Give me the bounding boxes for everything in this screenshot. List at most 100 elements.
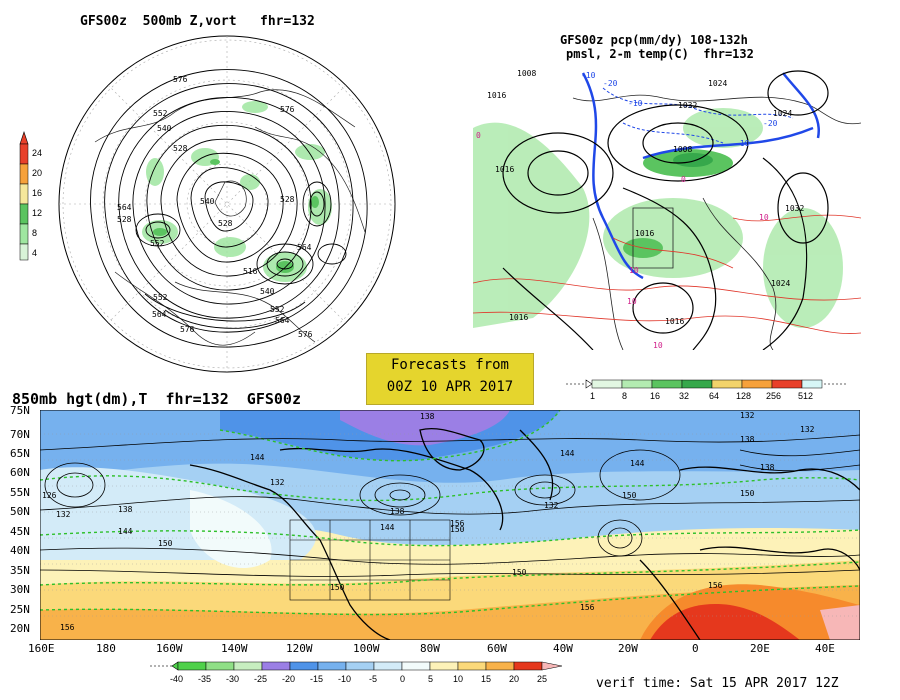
colorbar-tick: 5 <box>428 674 433 684</box>
forecast-init-line1: Forecasts from <box>390 357 509 373</box>
lat-label: 20N <box>10 622 30 635</box>
lon-label: 40W <box>553 642 573 655</box>
lon-label: 0 <box>692 642 699 655</box>
colorbar-tick: -10 <box>338 674 351 684</box>
colorbar-tick: -15 <box>310 674 323 684</box>
svg-text:132: 132 <box>56 510 71 519</box>
colorbar-tick: 16 <box>650 391 660 401</box>
lat-label: 70N <box>10 428 30 441</box>
svg-text:10: 10 <box>759 213 769 222</box>
forecast-init-box: Forecasts from 00Z 10 APR 2017 <box>366 353 534 405</box>
colorbar-tick: -5 <box>369 674 377 684</box>
lat-label: 40N <box>10 544 30 557</box>
colorbar-tick: -35 <box>198 674 211 684</box>
svg-text:156: 156 <box>60 623 75 632</box>
panel-500mb-contour-labels: 576 576 564 552 540 528 528 540 528 528 … <box>117 75 313 339</box>
colorbar-tick: 1 <box>590 391 595 401</box>
svg-text:132: 132 <box>270 478 285 487</box>
svg-text:150: 150 <box>740 489 755 498</box>
svg-text:150: 150 <box>158 539 173 548</box>
svg-text:1016: 1016 <box>487 91 506 100</box>
lon-label: 60W <box>487 642 507 655</box>
lon-label: 120W <box>286 642 313 655</box>
lat-label: 30N <box>10 583 30 596</box>
svg-text:1016: 1016 <box>509 313 528 322</box>
svg-text:564: 564 <box>152 310 167 319</box>
svg-text:1008: 1008 <box>673 145 692 154</box>
svg-text:528: 528 <box>280 195 295 204</box>
svg-text:1016: 1016 <box>635 229 654 238</box>
svg-text:150: 150 <box>512 568 527 577</box>
lat-label: 25N <box>10 603 30 616</box>
svg-text:1024: 1024 <box>773 109 792 118</box>
svg-text:132: 132 <box>800 425 815 434</box>
colorbar-tick: 12 <box>32 208 42 218</box>
svg-text:-10: -10 <box>735 139 750 148</box>
colorbar-tick: 25 <box>537 674 547 684</box>
svg-text:552: 552 <box>150 239 165 248</box>
lat-label: 65N <box>10 447 30 460</box>
svg-text:144: 144 <box>630 459 645 468</box>
lat-label: 50N <box>10 505 30 518</box>
svg-text:564: 564 <box>117 203 132 212</box>
svg-text:552: 552 <box>153 109 168 118</box>
svg-text:1032: 1032 <box>678 101 697 110</box>
svg-text:564: 564 <box>275 316 290 325</box>
svg-text:528: 528 <box>218 219 233 228</box>
svg-text:-20: -20 <box>763 119 778 128</box>
lat-label: 35N <box>10 564 30 577</box>
svg-text:156: 156 <box>450 519 465 528</box>
svg-text:144: 144 <box>380 523 395 532</box>
svg-text:150: 150 <box>450 525 465 534</box>
svg-text:564: 564 <box>297 243 312 252</box>
svg-text:10: 10 <box>627 297 637 306</box>
lon-label: 100W <box>353 642 380 655</box>
svg-text:-10: -10 <box>628 99 643 108</box>
svg-text:540: 540 <box>157 124 172 133</box>
svg-text:1024: 1024 <box>771 279 790 288</box>
lon-label: 20W <box>618 642 638 655</box>
colorbar-tick: 64 <box>709 391 719 401</box>
svg-text:10: 10 <box>653 341 663 350</box>
lon-label: 160E <box>28 642 55 655</box>
svg-text:576: 576 <box>180 325 195 334</box>
lat-label: 75N <box>10 404 30 417</box>
svg-text:138: 138 <box>740 435 755 444</box>
svg-text:528: 528 <box>117 215 132 224</box>
svg-text:576: 576 <box>280 105 295 114</box>
svg-text:-20: -20 <box>603 79 618 88</box>
panel-500mb-colorbar: 24 20 16 12 8 4 <box>19 131 42 261</box>
colorbar-tick: 8 <box>622 391 627 401</box>
svg-text:516: 516 <box>243 267 258 276</box>
colorbar-tick: 128 <box>736 391 751 401</box>
verif-time: verif time: Sat 15 APR 2017 12Z <box>596 676 839 691</box>
colorbar-tick: 16 <box>32 188 42 198</box>
colorbar-tick: -20 <box>282 674 295 684</box>
lon-label: 180 <box>96 642 116 655</box>
svg-text:156: 156 <box>580 603 595 612</box>
panel-500mb-title: GFS00z 500mb Z,vort fhr=132 <box>80 14 315 29</box>
lon-label: 160W <box>156 642 183 655</box>
lat-label: 55N <box>10 486 30 499</box>
svg-text:150: 150 <box>330 583 345 592</box>
lon-label: 40E <box>815 642 835 655</box>
lon-label: 140W <box>221 642 248 655</box>
colorbar-tick: 24 <box>32 148 42 158</box>
svg-text:132: 132 <box>544 501 559 510</box>
svg-text:144: 144 <box>118 527 133 536</box>
colorbar-tick: -25 <box>254 674 267 684</box>
svg-text:576: 576 <box>298 330 313 339</box>
panel-precip-labels: 1008 1016 1016 1016 1032 1024 1008 1032 … <box>476 69 804 350</box>
colorbar-tick: 20 <box>32 168 42 178</box>
colorbar-tick: -40 <box>170 674 183 684</box>
svg-text:540: 540 <box>200 197 215 206</box>
panel-precip-map: 1008 1016 1016 1016 1032 1024 1008 1032 … <box>473 68 861 350</box>
colorbar-tick: 256 <box>766 391 781 401</box>
svg-text:138: 138 <box>420 412 435 421</box>
lat-label: 60N <box>10 466 30 479</box>
panel-850mb-title: 850mb hgt(dm),T fhr=132 GFS00z <box>12 390 301 408</box>
svg-text:132: 132 <box>740 411 755 420</box>
forecast-init-line2: 00Z 10 APR 2017 <box>386 379 514 395</box>
svg-text:1016: 1016 <box>495 165 514 174</box>
colorbar-tick: -30 <box>226 674 239 684</box>
